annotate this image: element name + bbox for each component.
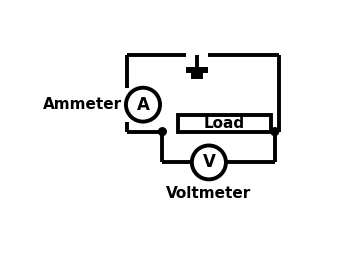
FancyBboxPatch shape <box>178 115 271 132</box>
Text: Ammeter: Ammeter <box>43 97 122 112</box>
Text: Voltmeter: Voltmeter <box>166 186 251 200</box>
Circle shape <box>271 128 279 136</box>
Text: Load: Load <box>204 116 245 131</box>
Text: A: A <box>137 96 149 114</box>
Text: V: V <box>202 153 215 171</box>
Circle shape <box>159 128 166 136</box>
Circle shape <box>192 146 226 179</box>
Circle shape <box>126 88 160 122</box>
